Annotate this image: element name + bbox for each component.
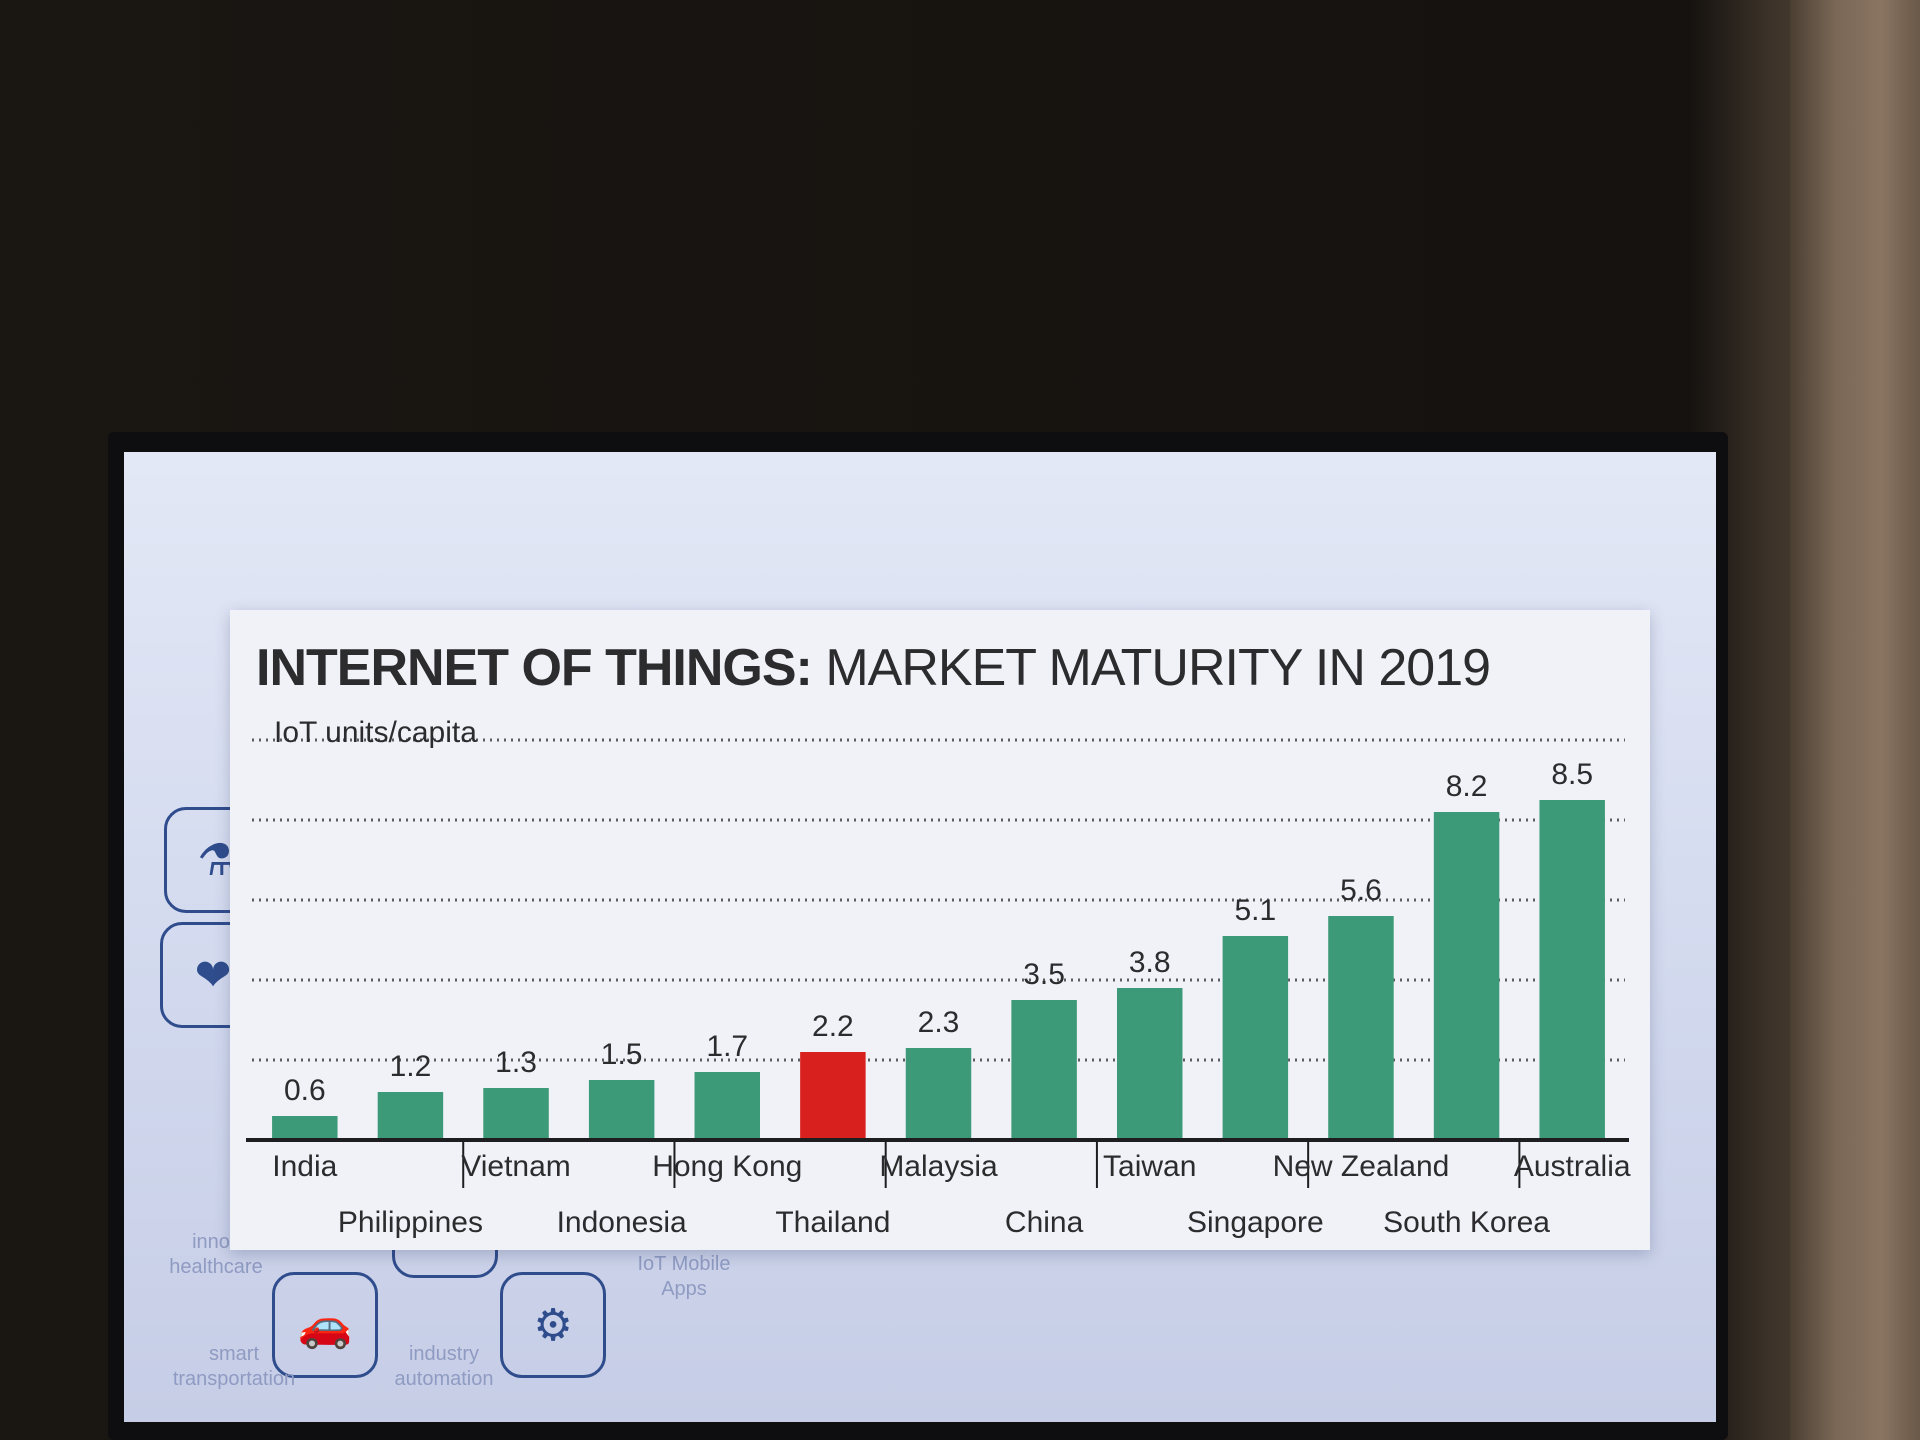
tick-label: Indonesia (557, 1206, 687, 1239)
bar-hong-kong (694, 1072, 761, 1140)
data-label: 2.2 (812, 1010, 854, 1043)
tick-label: Taiwan (1103, 1150, 1196, 1183)
tick-label: Australia (1514, 1150, 1631, 1183)
tick-label: Philippines (338, 1206, 483, 1239)
caption-healthcare: innov healthcare (169, 1231, 263, 1278)
data-label: 1.7 (706, 1030, 748, 1063)
tick-label: India (272, 1150, 337, 1183)
data-label: 5.1 (1234, 894, 1276, 927)
bar-malaysia (905, 1048, 972, 1140)
tick-label: New Zealand (1273, 1150, 1450, 1183)
data-label: 1.5 (601, 1038, 643, 1071)
data-label: 1.2 (390, 1050, 432, 1083)
bar-vietnam (483, 1088, 549, 1140)
bar-philippines (377, 1092, 444, 1140)
bar-india (272, 1116, 338, 1140)
data-label: 3.8 (1129, 946, 1171, 979)
bar-indonesia (588, 1080, 655, 1140)
data-label: 5.6 (1340, 874, 1382, 907)
data-label: 0.6 (284, 1074, 326, 1107)
data-label: 2.3 (918, 1006, 960, 1039)
chart-title-rest: MARKET MATURITY IN 2019 (825, 639, 1491, 697)
data-label: 8.5 (1551, 758, 1593, 791)
tick-label: Malaysia (879, 1150, 998, 1183)
tick-label: Singapore (1187, 1206, 1324, 1239)
data-label: 1.3 (495, 1046, 537, 1079)
caption-mobile-apps: IoT Mobile Apps (637, 1253, 731, 1300)
tick-label: Thailand (775, 1206, 890, 1239)
chart-title: INTERNET OF THINGS: MARKET MATURITY IN 2… (256, 638, 1491, 698)
bar-taiwan (1116, 988, 1183, 1140)
wall-background (1790, 0, 1920, 1440)
mobile-gear-icon: ⚙ (500, 1272, 606, 1378)
car-icon: 🚗 (272, 1272, 378, 1378)
bar-china (1011, 1000, 1077, 1140)
bar-thailand (800, 1052, 866, 1140)
caption-automation: industry automation (394, 1343, 494, 1390)
tick-label: South Korea (1383, 1206, 1550, 1239)
bar-australia (1539, 800, 1605, 1140)
chart-card: INTERNET OF THINGS: MARKET MATURITY IN 2… (230, 610, 1650, 1250)
data-label: 8.2 (1446, 770, 1488, 803)
bar-south-korea (1433, 812, 1500, 1140)
tick-label: China (1005, 1206, 1084, 1239)
caption-transportation: smart transportation (172, 1343, 296, 1390)
bar-new-zealand (1328, 916, 1394, 1140)
tick-label: Hong Kong (652, 1150, 802, 1183)
bar-chart: 0.6 1.2 1.3 1.5 1.7 2.2 2.3 3.5 3.8 5.1 5.6 8.2 8.5 I… (246, 738, 1631, 1239)
tick-label: Vietnam (461, 1150, 571, 1183)
y-axis-label: IoT units/capita (274, 716, 477, 749)
chart-title-bold: INTERNET OF THINGS: (256, 639, 813, 697)
data-label: 3.5 (1023, 958, 1065, 991)
bar-singapore (1222, 936, 1289, 1140)
